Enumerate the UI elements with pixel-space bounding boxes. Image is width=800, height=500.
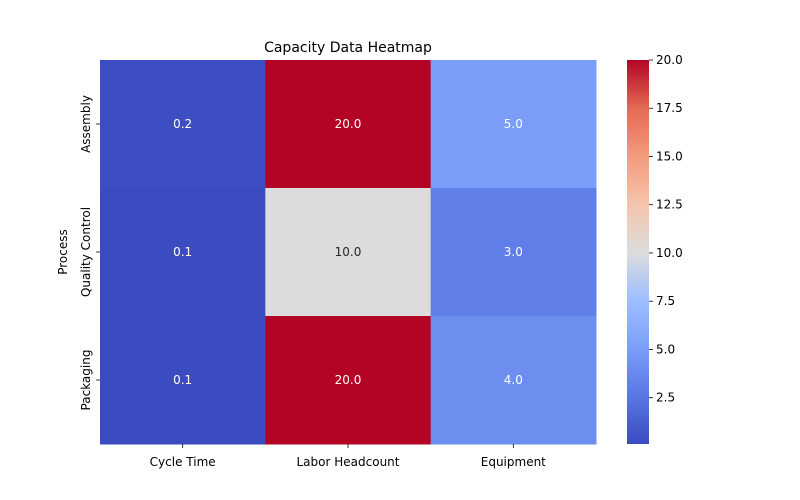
- y-tick-label: Assembly: [79, 95, 93, 153]
- heatmap-cell: [430, 60, 597, 189]
- colorbar-tick-label: 10.0: [656, 246, 683, 260]
- heatmap-cell: [100, 316, 266, 445]
- heatmap-cell: [430, 188, 597, 317]
- cell-value-label: 3.0: [504, 245, 523, 259]
- heatmap-cell: [265, 60, 432, 189]
- heatmap-cell: [100, 188, 266, 317]
- cell-value-label: 0.2: [173, 117, 192, 131]
- x-tick-label: Labor Headcount: [297, 455, 400, 469]
- cell-value-label: 5.0: [504, 117, 523, 131]
- colorbar-tick-label: 15.0: [656, 149, 683, 163]
- heatmap-cell-labels: 0.2 20.0 5.0 0.1 10.0 3.0 0.1 20.0 4.0: [173, 117, 523, 387]
- heatmap-cells: [100, 60, 597, 445]
- heatmap-cell: [265, 316, 432, 445]
- colorbar-tick-label: 20.0: [656, 53, 683, 67]
- y-tick-label: Packaging: [79, 350, 93, 411]
- cell-value-label: 0.1: [173, 373, 192, 387]
- x-axis-ticks: Cycle Time Labor Headcount Equipment: [150, 444, 546, 469]
- colorbar-tick-label: 5.0: [656, 342, 675, 356]
- colorbar: [627, 60, 649, 444]
- cell-value-label: 20.0: [335, 373, 362, 387]
- y-axis-label: Process: [56, 229, 70, 275]
- colorbar-tick-label: 2.5: [656, 391, 675, 405]
- heatmap-cell: [100, 60, 266, 189]
- x-tick-label: Equipment: [481, 455, 546, 469]
- x-tick-label: Cycle Time: [150, 455, 216, 469]
- colorbar-tick-label: 7.5: [656, 294, 675, 308]
- cell-value-label: 0.1: [173, 245, 192, 259]
- colorbar-tick-label: 12.5: [656, 198, 683, 212]
- colorbar-ticks: 2.5 5.0 7.5 10.0 12.5 15.0 17.5 20.0: [649, 53, 683, 405]
- colorbar-tick-label: 17.5: [656, 101, 683, 115]
- heatmap-cell: [265, 188, 432, 317]
- cell-value-label: 20.0: [335, 117, 362, 131]
- heatmap-cell: [430, 316, 597, 445]
- chart-title: Capacity Data Heatmap: [264, 40, 432, 56]
- cell-value-label: 4.0: [504, 373, 523, 387]
- y-axis-ticks: Assembly Quality Control Packaging: [79, 95, 100, 410]
- cell-value-label: 10.0: [335, 245, 362, 259]
- y-tick-label: Quality Control: [79, 207, 93, 297]
